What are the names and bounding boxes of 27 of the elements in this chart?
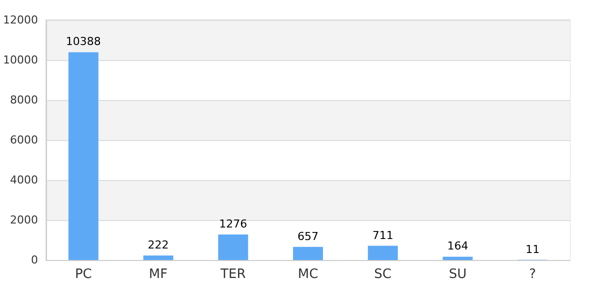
bar — [68, 52, 98, 260]
x-tick-label: PC — [74, 267, 92, 282]
bar — [368, 246, 398, 260]
y-tick-label: 6000 — [10, 134, 38, 146]
bar — [442, 256, 473, 260]
data-label: 222 — [148, 238, 169, 252]
data-label: 657 — [297, 230, 318, 243]
bar — [143, 256, 174, 260]
x-tick-label: TER — [220, 267, 246, 282]
data-label: 164 — [447, 240, 468, 253]
y-tick-label: 10000 — [2, 54, 38, 66]
x-tick-label: MC — [298, 267, 318, 282]
y-tick-label: 8000 — [10, 94, 38, 106]
data-label: 1276 — [219, 217, 248, 230]
y-tick-label: 4000 — [10, 174, 38, 186]
data-label: 11 — [526, 242, 540, 256]
x-tick-label: SC — [374, 267, 392, 282]
bar — [218, 234, 248, 260]
y-tick-label: 2000 — [10, 214, 38, 226]
x-tick-label: ? — [529, 267, 536, 282]
y-tick-label: 12000 — [2, 14, 38, 26]
data-label: 711 — [372, 228, 394, 242]
bar — [293, 246, 323, 260]
y-tick-label: 0 — [30, 254, 38, 266]
x-tick-label: SU — [448, 267, 467, 282]
x-tick-label: MF — [148, 267, 168, 282]
data-label: 10388 — [66, 35, 101, 48]
